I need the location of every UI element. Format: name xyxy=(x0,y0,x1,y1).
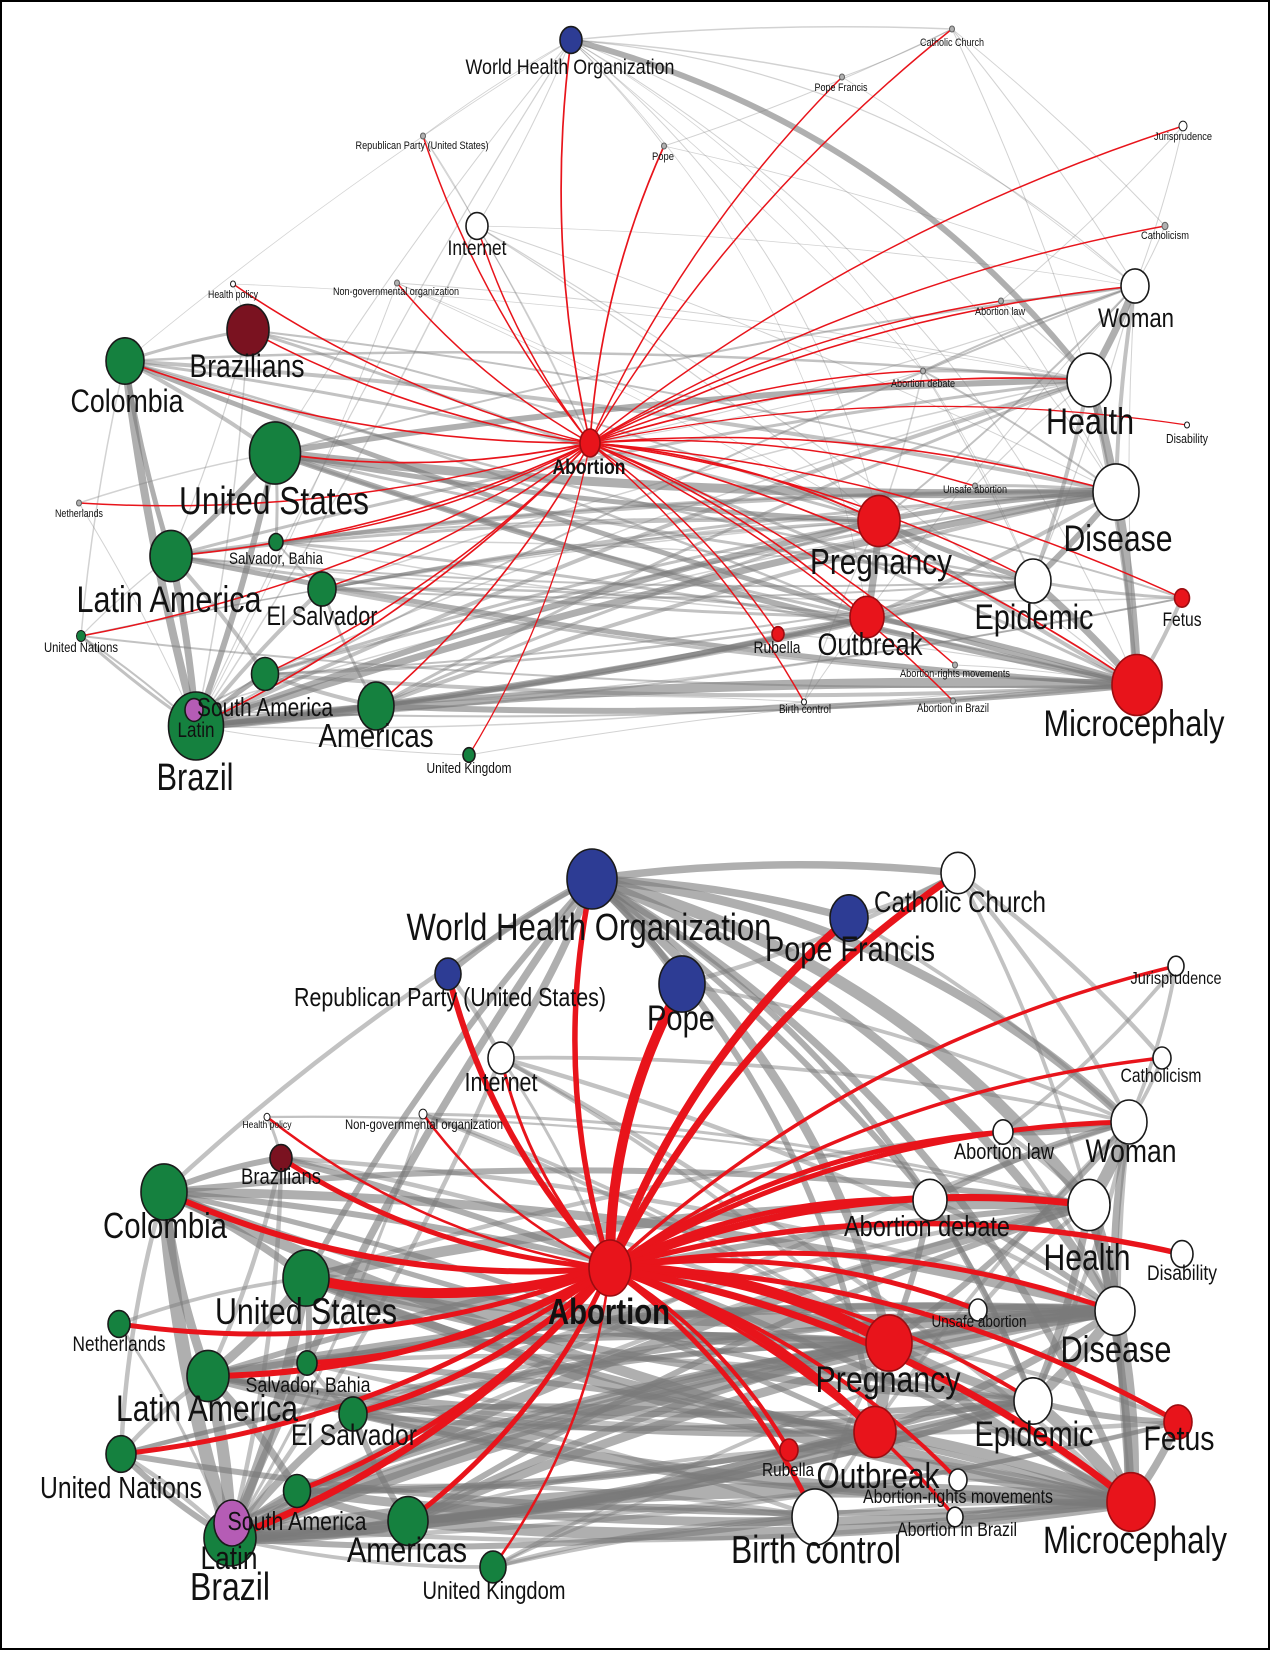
svg-text:World Health Organization: World Health Organization xyxy=(466,55,675,79)
svg-text:Rubella: Rubella xyxy=(762,1460,814,1481)
svg-text:Disability: Disability xyxy=(1147,1261,1217,1285)
svg-text:Disability: Disability xyxy=(1166,432,1208,446)
svg-text:Abortion: Abortion xyxy=(548,1291,670,1331)
svg-text:Epidemic: Epidemic xyxy=(975,1414,1094,1453)
svg-text:Jurisprudence: Jurisprudence xyxy=(1154,131,1212,143)
svg-text:Salvador, Bahia: Salvador, Bahia xyxy=(246,1373,372,1397)
svg-text:Microcephaly: Microcephaly xyxy=(1044,703,1226,745)
svg-text:Abortion debate: Abortion debate xyxy=(844,1210,1010,1243)
svg-text:Abortion law: Abortion law xyxy=(954,1140,1054,1164)
svg-text:United Nations: United Nations xyxy=(44,640,118,655)
svg-text:Latin America: Latin America xyxy=(77,579,262,621)
svg-text:United Kingdom: United Kingdom xyxy=(423,1577,566,1604)
svg-text:Disease: Disease xyxy=(1061,1329,1172,1371)
svg-text:Brazilians: Brazilians xyxy=(190,349,305,385)
svg-text:El Salvador: El Salvador xyxy=(267,602,378,632)
svg-text:Internet: Internet xyxy=(465,1068,538,1098)
svg-text:United States: United States xyxy=(215,1291,397,1333)
svg-text:Abortion-rights movements: Abortion-rights movements xyxy=(863,1486,1053,1508)
svg-text:Outbreak: Outbreak xyxy=(818,628,924,663)
svg-text:Health: Health xyxy=(1046,401,1134,443)
svg-text:Unsafe abortion: Unsafe abortion xyxy=(943,484,1007,496)
svg-text:Republican Party (United State: Republican Party (United States) xyxy=(294,983,606,1013)
svg-text:United States: United States xyxy=(179,480,369,523)
svg-text:Birth control: Birth control xyxy=(779,703,831,716)
svg-text:Netherlands: Netherlands xyxy=(73,1334,166,1357)
svg-text:Catholic Church: Catholic Church xyxy=(874,886,1046,919)
svg-text:Latin America: Latin America xyxy=(116,1389,298,1429)
svg-text:Latin: Latin xyxy=(178,720,215,743)
svg-text:Salvador, Bahia: Salvador, Bahia xyxy=(229,550,324,569)
svg-text:Colombia: Colombia xyxy=(103,1205,228,1245)
svg-text:Outbreak: Outbreak xyxy=(817,1456,940,1496)
svg-text:Woman: Woman xyxy=(1086,1134,1177,1170)
svg-text:Microcephaly: Microcephaly xyxy=(1043,1519,1228,1562)
svg-text:Health policy: Health policy xyxy=(243,1119,292,1131)
svg-text:United Kingdom: United Kingdom xyxy=(427,760,512,776)
svg-text:Latin: Latin xyxy=(201,1541,258,1577)
svg-text:Catholicism: Catholicism xyxy=(1141,230,1189,242)
svg-text:Brazilians: Brazilians xyxy=(241,1164,321,1189)
svg-text:Colombia: Colombia xyxy=(71,384,184,420)
svg-text:Pregnancy: Pregnancy xyxy=(816,1359,961,1401)
svg-text:South America: South America xyxy=(228,1507,368,1537)
svg-text:Jurisprudence: Jurisprudence xyxy=(1131,969,1222,989)
svg-text:El Salvador: El Salvador xyxy=(291,1418,417,1452)
svg-text:Abortion law: Abortion law xyxy=(975,306,1026,318)
svg-text:Americas: Americas xyxy=(319,716,434,754)
svg-text:Epidemic: Epidemic xyxy=(975,597,1094,636)
svg-text:Americas: Americas xyxy=(347,1530,467,1569)
svg-text:Pope Francis: Pope Francis xyxy=(765,929,935,968)
svg-text:Non-governmental organization: Non-governmental organization xyxy=(333,286,459,298)
svg-text:Brazil: Brazil xyxy=(157,757,234,799)
svg-text:Birth control: Birth control xyxy=(731,1528,901,1572)
svg-text:Woman: Woman xyxy=(1098,304,1174,334)
svg-text:Health policy: Health policy xyxy=(208,289,258,301)
svg-text:Unsafe abortion: Unsafe abortion xyxy=(932,1313,1027,1332)
svg-text:Republican Party (United State: Republican Party (United States) xyxy=(356,140,489,152)
svg-text:Fetus: Fetus xyxy=(1163,609,1202,631)
svg-text:South America: South America xyxy=(197,693,333,721)
svg-text:Pope: Pope xyxy=(652,151,674,163)
svg-text:Brazil: Brazil xyxy=(190,1565,270,1609)
svg-text:Pregnancy: Pregnancy xyxy=(810,542,952,582)
svg-text:Abortion in Brazil: Abortion in Brazil xyxy=(917,702,989,715)
svg-text:Health: Health xyxy=(1044,1238,1131,1278)
svg-text:Abortion: Abortion xyxy=(553,455,626,479)
svg-text:World Health Organization: World Health Organization xyxy=(407,906,772,949)
svg-text:Netherlands: Netherlands xyxy=(55,508,103,520)
svg-text:Rubella: Rubella xyxy=(754,639,801,658)
svg-text:Disease: Disease xyxy=(1064,519,1173,559)
svg-text:Pope: Pope xyxy=(647,998,715,1037)
svg-text:Non-governmental organization: Non-governmental organization xyxy=(345,1117,503,1132)
svg-text:Fetus: Fetus xyxy=(1144,1418,1215,1457)
svg-text:Abortion debate: Abortion debate xyxy=(891,378,955,390)
svg-text:Abortion in Brazil: Abortion in Brazil xyxy=(897,1519,1017,1541)
svg-text:Catholicism: Catholicism xyxy=(1121,1065,1202,1087)
svg-text:Abortion-rights movements: Abortion-rights movements xyxy=(900,668,1010,680)
svg-text:Internet: Internet xyxy=(448,236,508,260)
svg-text:Pope Francis: Pope Francis xyxy=(815,82,868,94)
svg-text:United Nations: United Nations xyxy=(40,1471,202,1505)
svg-text:Catholic Church: Catholic Church xyxy=(920,37,984,49)
